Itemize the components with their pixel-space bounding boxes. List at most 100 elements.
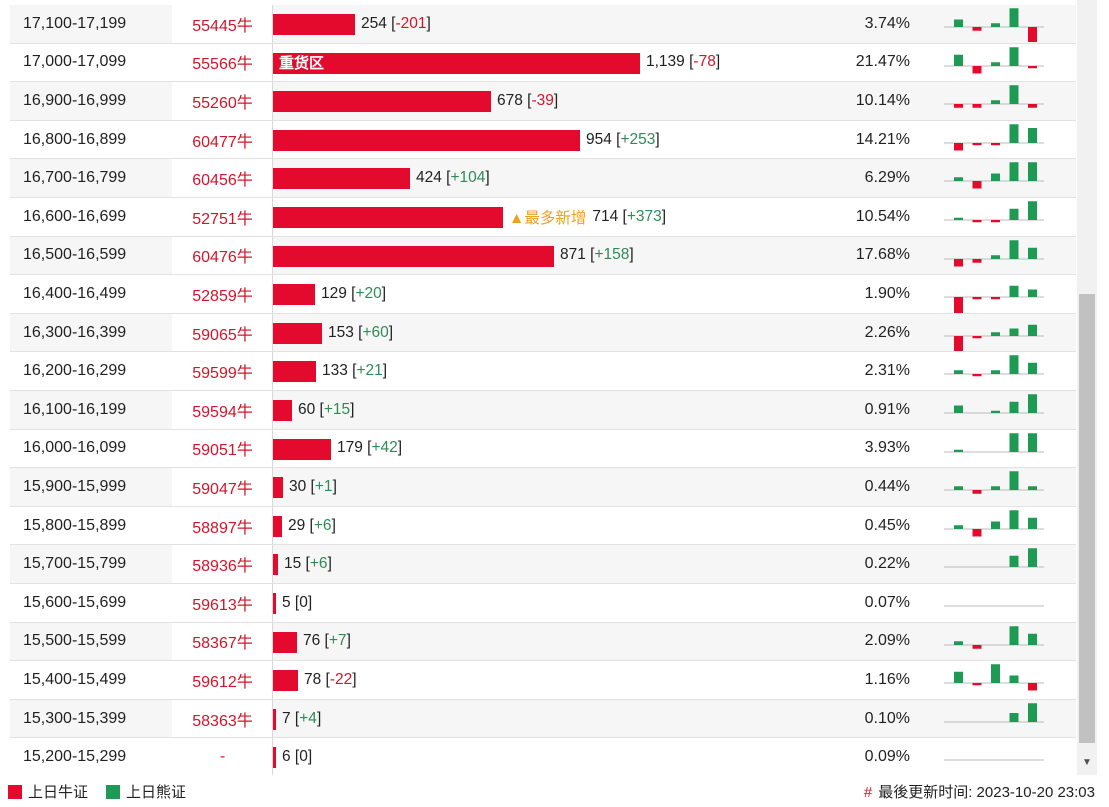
volume-change: +7 (328, 632, 347, 650)
cbbc-code-link[interactable]: 52751牛 (172, 198, 273, 236)
volume-change: 0 (299, 748, 308, 766)
sparkline-bar (1028, 127, 1037, 143)
sparkline-bar (954, 19, 963, 27)
volume-bar-cell: ▲最多新增 714 [+373] (272, 198, 822, 236)
table-row: 16,300-16,399 59065牛 153 [+60] 2.26% (10, 313, 1076, 353)
table-row: 17,000-17,099 55566牛 重货区 1,139 [-78] 21.47% (10, 43, 1076, 83)
volume-change: +42 (371, 439, 398, 457)
volume-text: 133 [+21] (322, 362, 388, 380)
cbbc-code-link[interactable]: 60476牛 (172, 236, 273, 275)
cbbc-code-link[interactable]: 59051牛 (172, 429, 273, 468)
percentage: 17.68% (855, 246, 910, 264)
volume-bar-cell: 254 [-201] (272, 5, 822, 43)
sparkline-bar (1009, 85, 1019, 105)
table-row: 15,400-15,499 59612牛 78 [-22] 1.16% (10, 661, 1076, 700)
cbbc-code-link[interactable]: 60477牛 (172, 120, 273, 159)
sparkline-bar (1009, 239, 1019, 259)
volume-value: 1,139 (646, 53, 685, 71)
percentage: 3.93% (864, 439, 910, 457)
price-range: 16,600-16,699 (23, 207, 127, 225)
trend-sparkline (944, 46, 1044, 74)
volume-bar (273, 168, 410, 190)
volume-value: 153 (328, 323, 354, 341)
cbbc-code-link[interactable]: 55260牛 (172, 82, 273, 120)
volume-text: 129 [+20] (321, 284, 387, 302)
price-range: 15,800-15,899 (23, 516, 127, 534)
price-range: 15,300-15,399 (23, 709, 127, 727)
volume-value: 714 (592, 207, 619, 225)
volume-text: 254 [-201] (361, 14, 431, 32)
cbbc-code-link[interactable]: 55445牛 (172, 5, 273, 43)
sparkline-bar (1009, 556, 1019, 568)
price-range: 15,500-15,599 (23, 632, 127, 650)
trend-sparkline (944, 759, 1044, 761)
cbbc-distribution-table: 17,100-17,199 55445牛 254 [-201] 3.74% 17,000… (10, 5, 1076, 775)
sparkline-bar (954, 449, 963, 452)
sparkline-bar (1028, 432, 1037, 452)
sparkline-bar (1028, 324, 1037, 336)
cbbc-code-link[interactable]: 58897牛 (172, 506, 273, 545)
volume-value: 29 (288, 516, 306, 534)
last-updated-text: 最後更新时间: 2023-10-20 23:03 (878, 784, 1095, 801)
cbbc-code-link[interactable]: 55566牛 (172, 43, 273, 82)
cbbc-code-link[interactable]: - (172, 738, 273, 775)
trend-sparkline (944, 432, 1044, 453)
table-row: 16,000-16,099 59051牛 179 [+42] 3.93% (10, 429, 1076, 469)
volume-bar-cell: 76 [+7] (272, 622, 822, 661)
percentage: 14.21% (855, 130, 910, 148)
vertical-scrollbar[interactable]: ▼ (1077, 0, 1097, 775)
cbbc-code-link[interactable]: 59613牛 (172, 584, 273, 622)
volume-text: 5 [0] (282, 593, 313, 611)
table-row: 15,700-15,799 58936牛 15 [+6] 0.22% (10, 545, 1076, 584)
scroll-down-arrow-icon[interactable]: ▼ (1082, 756, 1092, 768)
heavy-zone-label: 重货区 (279, 54, 325, 72)
percentage: 21.47% (855, 53, 910, 71)
percentage: 0.45% (864, 516, 910, 534)
price-range: 17,000-17,099 (23, 53, 127, 71)
bear-swatch-icon (106, 784, 120, 799)
volume-value: 179 (337, 439, 363, 457)
cbbc-code-link[interactable]: 59599牛 (172, 352, 273, 390)
cbbc-code-link[interactable]: 58936牛 (172, 545, 273, 583)
trend-sparkline (944, 605, 1044, 607)
sparkline-bar (954, 335, 963, 352)
percentage: 0.91% (864, 400, 910, 418)
sparkline-bar (954, 405, 963, 413)
volume-change: +60 (362, 323, 389, 341)
sparkline-bar (954, 525, 963, 529)
cbbc-code-link[interactable]: 59047牛 (172, 468, 273, 506)
sparkline-bar (1009, 625, 1019, 645)
volume-text: ▲最多新增 714 [+373] (509, 207, 667, 227)
volume-bar-cell: 871 [+158] (272, 236, 822, 275)
cbbc-code-link[interactable]: 58367牛 (172, 622, 273, 661)
cbbc-code-link[interactable]: 60456牛 (172, 159, 273, 197)
volume-value: 424 (416, 169, 442, 187)
sparkline-bar (972, 142, 982, 146)
percentage: 6.29% (864, 169, 910, 187)
volume-change: +1 (314, 477, 333, 495)
table-row: 15,900-15,999 59047牛 30 [+1] 0.44% (10, 468, 1076, 507)
volume-change: +6 (309, 555, 328, 573)
volume-value: 6 (282, 748, 291, 766)
price-range: 16,000-16,099 (23, 439, 127, 457)
sparkline-bar (1028, 633, 1037, 645)
cbbc-code-link[interactable]: 58363牛 (172, 699, 273, 738)
scrollbar-thumb[interactable] (1079, 294, 1095, 743)
price-range: 16,200-16,299 (23, 362, 127, 380)
volume-text: 424 [+104] (416, 169, 490, 187)
sparkline-bar (1028, 517, 1037, 529)
sparkline-bar (1009, 328, 1019, 336)
volume-value: 78 (304, 670, 322, 688)
cbbc-code-link[interactable]: 52859牛 (172, 275, 273, 313)
sparkline-bar (1009, 432, 1019, 452)
sparkline-bar (1009, 355, 1019, 375)
sparkline-bar (1028, 27, 1037, 42)
cbbc-code-link[interactable]: 59594牛 (172, 391, 273, 429)
most-added-tag: ▲最多新增 (509, 209, 587, 227)
trend-sparkline (944, 201, 1044, 223)
cbbc-code-link[interactable]: 59612牛 (172, 661, 273, 699)
sparkline-bar (954, 54, 963, 66)
cbbc-code-link[interactable]: 59065牛 (172, 313, 273, 352)
volume-change: -201 (395, 14, 427, 32)
legend-bull-label: 上日牛证 (28, 784, 89, 801)
